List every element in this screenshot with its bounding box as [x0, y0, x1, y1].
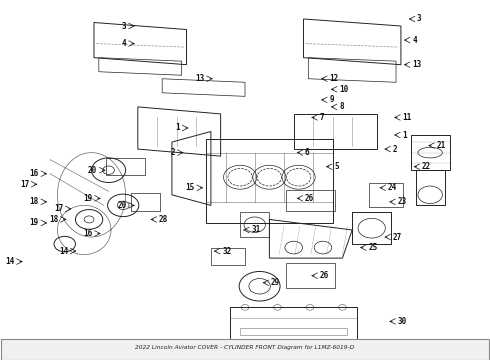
- Text: 18: 18: [49, 215, 58, 224]
- Text: 20: 20: [118, 201, 126, 210]
- Text: 29: 29: [271, 278, 280, 287]
- Text: 24: 24: [388, 183, 397, 192]
- Text: 28: 28: [159, 215, 168, 224]
- Text: 27: 27: [392, 233, 402, 242]
- Text: 13: 13: [196, 74, 204, 83]
- Text: 17: 17: [54, 204, 63, 213]
- Text: 1: 1: [175, 123, 180, 132]
- Text: 9: 9: [329, 95, 334, 104]
- Text: 6: 6: [305, 148, 310, 157]
- Text: 14: 14: [5, 257, 15, 266]
- Text: 13: 13: [412, 60, 421, 69]
- Text: 11: 11: [402, 113, 412, 122]
- Text: 22: 22: [422, 162, 431, 171]
- Text: 20: 20: [88, 166, 98, 175]
- Text: 19: 19: [83, 194, 93, 203]
- Text: 16: 16: [83, 229, 93, 238]
- Text: 3: 3: [417, 14, 421, 23]
- Text: 4: 4: [122, 39, 126, 48]
- Text: 2: 2: [171, 148, 175, 157]
- Text: 1: 1: [402, 131, 407, 140]
- Text: 12: 12: [329, 74, 339, 83]
- Text: 19: 19: [30, 219, 39, 228]
- Text: 4: 4: [412, 36, 416, 45]
- Text: 10: 10: [339, 85, 348, 94]
- Text: 31: 31: [251, 225, 261, 234]
- Text: 26: 26: [305, 194, 314, 203]
- Text: 23: 23: [397, 197, 407, 206]
- Text: 26: 26: [319, 271, 329, 280]
- Text: 18: 18: [30, 197, 39, 206]
- Text: 30: 30: [397, 317, 407, 326]
- Text: 2022 Lincoln Aviator COVER - CYLINDER FRONT Diagram for L1MZ-6019-D: 2022 Lincoln Aviator COVER - CYLINDER FR…: [135, 345, 355, 350]
- FancyBboxPatch shape: [1, 339, 489, 360]
- Text: 7: 7: [319, 113, 324, 122]
- Text: 32: 32: [222, 247, 231, 256]
- Text: 8: 8: [339, 102, 343, 111]
- Text: 14: 14: [59, 247, 68, 256]
- Text: 15: 15: [186, 183, 195, 192]
- Text: 2: 2: [392, 145, 397, 154]
- Text: 16: 16: [30, 169, 39, 178]
- Text: 17: 17: [20, 180, 29, 189]
- Text: 21: 21: [437, 141, 446, 150]
- Text: 5: 5: [334, 162, 339, 171]
- Text: 3: 3: [122, 22, 126, 31]
- Text: 25: 25: [368, 243, 377, 252]
